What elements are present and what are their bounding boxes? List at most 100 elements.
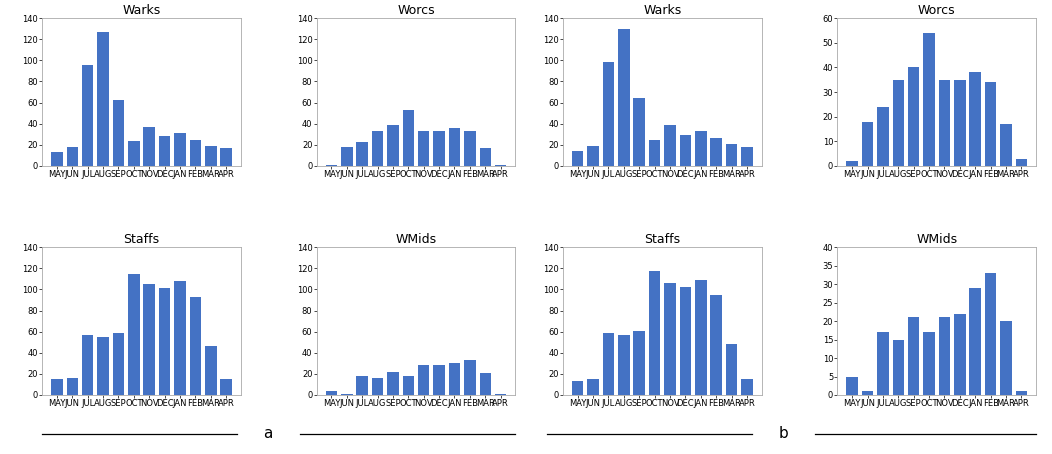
Bar [189,297,201,395]
Bar [680,135,691,166]
Bar [1015,158,1027,166]
Bar [1000,321,1012,395]
Bar [710,295,722,395]
Bar [618,335,629,395]
Bar [710,138,722,166]
Bar [892,340,904,395]
Bar [924,33,935,166]
Bar [449,363,461,395]
Title: Worcs: Worcs [918,4,955,17]
Bar [892,80,904,166]
Bar [403,110,414,166]
Bar [175,133,186,166]
Bar [664,283,675,395]
Bar [205,146,217,166]
Bar [494,165,506,166]
Bar [970,72,982,166]
Title: Staffs: Staffs [644,233,681,246]
Bar [726,144,737,166]
Bar [572,151,584,166]
Bar [159,136,170,166]
Title: Staffs: Staffs [123,233,160,246]
Bar [159,288,170,395]
Bar [985,82,996,166]
Bar [433,365,445,395]
Bar [82,335,94,395]
Bar [862,122,873,166]
Bar [175,281,186,395]
Bar [908,317,919,395]
Bar [742,147,752,166]
Bar [371,378,383,395]
Bar [970,288,982,395]
Bar [143,284,155,395]
Bar [649,139,661,166]
Bar [433,131,445,166]
Bar [480,373,491,395]
Title: WMids: WMids [396,233,437,246]
Bar [66,147,78,166]
Bar [464,360,476,395]
Bar [52,152,63,166]
Bar [66,378,78,395]
Bar [418,365,429,395]
Bar [664,125,675,166]
Bar [341,147,352,166]
Bar [603,63,614,166]
Bar [924,332,935,395]
Bar [52,379,63,395]
Bar [695,131,707,166]
Bar [387,125,399,166]
Bar [938,80,950,166]
Bar [985,273,996,395]
Bar [418,131,429,166]
Bar [603,333,614,395]
Bar [680,287,691,395]
Title: WMids: WMids [916,233,957,246]
Bar [403,376,414,395]
Bar [862,391,873,395]
Bar [494,394,506,395]
Title: Worcs: Worcs [398,4,434,17]
Bar [877,332,889,395]
Bar [1015,391,1027,395]
Bar [371,131,383,166]
Bar [1000,124,1012,166]
Bar [128,274,140,395]
Bar [742,379,752,395]
Bar [877,107,889,166]
Text: a: a [264,426,272,441]
Bar [113,100,124,166]
Bar [221,379,231,395]
Bar [847,161,857,166]
Bar [143,127,155,166]
Bar [205,346,217,395]
Bar [326,165,337,166]
Bar [221,148,231,166]
Bar [357,376,368,395]
Bar [847,376,857,395]
Bar [587,146,599,166]
Title: Warks: Warks [643,4,682,17]
Bar [480,148,491,166]
Bar [633,331,645,395]
Bar [341,394,352,395]
Bar [82,64,94,166]
Bar [113,333,124,395]
Bar [908,67,919,166]
Bar [649,271,661,395]
Bar [587,379,599,395]
Bar [464,131,476,166]
Bar [954,80,966,166]
Text: b: b [778,426,789,441]
Bar [357,142,368,166]
Bar [954,314,966,395]
Bar [633,99,645,166]
Bar [97,32,108,166]
Bar [572,381,584,395]
Title: Warks: Warks [122,4,161,17]
Bar [618,29,629,166]
Bar [726,344,737,395]
Bar [695,280,707,395]
Bar [189,139,201,166]
